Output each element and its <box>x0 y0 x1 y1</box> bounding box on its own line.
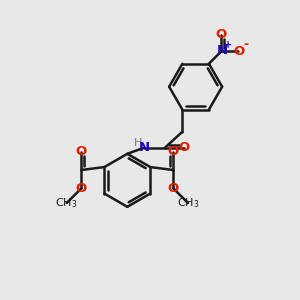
Text: -: - <box>243 38 248 51</box>
Text: N: N <box>216 44 227 57</box>
Text: O: O <box>216 28 227 41</box>
Text: +: + <box>224 40 232 50</box>
Text: CH$_3$: CH$_3$ <box>55 197 77 211</box>
Text: O: O <box>168 145 179 158</box>
Text: O: O <box>168 182 179 195</box>
Text: O: O <box>76 182 87 195</box>
Text: O: O <box>178 141 190 154</box>
Text: O: O <box>233 45 244 58</box>
Text: N: N <box>139 141 150 154</box>
Text: H: H <box>134 138 142 148</box>
Text: CH$_3$: CH$_3$ <box>177 197 200 211</box>
Text: O: O <box>76 145 87 158</box>
